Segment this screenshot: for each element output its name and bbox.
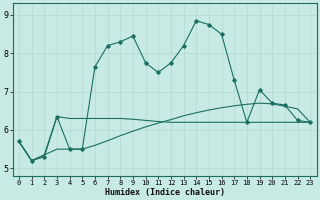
X-axis label: Humidex (Indice chaleur): Humidex (Indice chaleur) bbox=[105, 188, 225, 197]
